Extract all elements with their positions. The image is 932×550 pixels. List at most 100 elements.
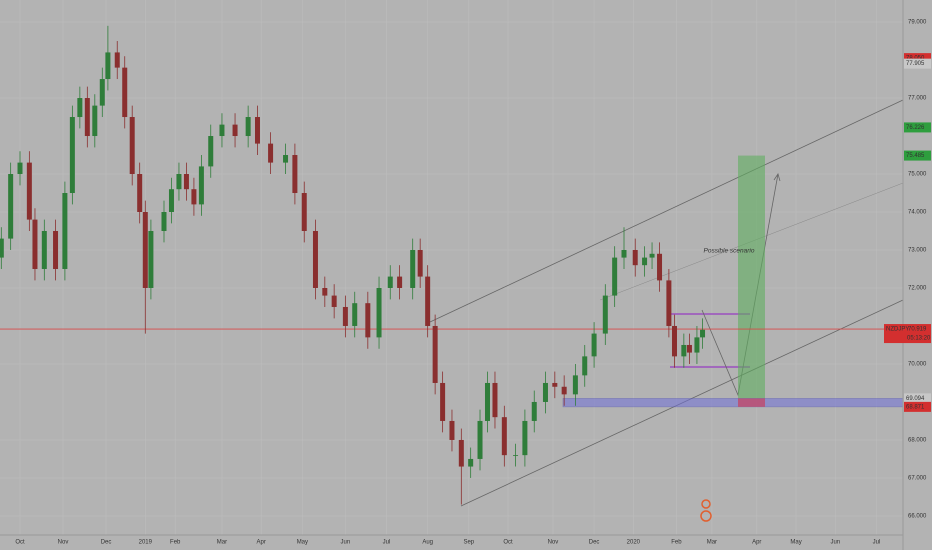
arrow-head [773,173,781,182]
x-tick-label: 2019 [139,540,153,546]
candle-body [168,189,174,212]
y-tick-label: 66.000 [908,514,927,520]
candle-body [183,174,189,190]
candle-body [671,325,677,357]
candle-body [666,280,672,326]
candle-body [417,249,423,277]
y-tick-label: 68.000 [908,438,927,444]
price-label-box [904,401,931,412]
candle-body [531,401,537,421]
candles [0,25,706,505]
candle-body [254,117,260,144]
countdown: 05:13:20 [907,336,931,342]
x-tick-label: Feb [170,540,181,546]
candle-body [449,420,455,440]
candle-body [191,189,197,205]
price-label-box [904,53,931,64]
candle-body [621,249,627,258]
candle-body [342,306,348,326]
x-tick-label: Sep [463,540,474,546]
x-tick-label: Jun [830,540,840,546]
candle-body [8,174,14,239]
logo-part [700,510,712,522]
price-label: 76.226 [906,125,925,131]
x-tick-label: Dec [101,540,112,546]
x-tick-label: Dec [589,540,600,546]
candle-body [352,303,358,326]
x-tick-label: 2020 [627,540,641,546]
y-tick-label: 72.000 [908,286,927,292]
candle-body [198,166,204,205]
logo [700,499,712,522]
x-tick-label: Feb [671,540,682,546]
candle-body [686,344,692,353]
candle-body [642,257,648,266]
candle-body [32,219,38,269]
price-label-box [904,150,931,161]
candle-body [365,303,371,338]
candle-body [137,174,143,212]
candle-body [432,325,438,383]
y-tick-label: 79.000 [908,20,927,26]
candle-body [561,386,567,395]
candle-body [148,230,154,288]
candle-body [114,52,120,68]
x-tick-label: Nov [58,540,69,546]
candle-body [649,253,655,258]
candle-body [53,230,59,269]
y-tick-label: 67.000 [908,476,927,482]
candle-body [292,155,298,194]
x-tick-label: Oct [15,540,25,546]
candle-body [176,174,182,190]
candle-body [440,382,446,421]
price-label: 69.094 [906,396,925,402]
annotation: Possible scenario [704,248,755,255]
candle-body [591,333,597,357]
x-tick-label: Oct [503,540,513,546]
candle-body [208,136,214,167]
candle-body [572,375,578,395]
axis: 79.000 77.000 75.000 74.000 73.000 72.000 70.0… [15,20,931,546]
support-zone [562,398,904,408]
x-tick-label: Aug [422,540,433,546]
candle-body [129,117,135,175]
candle-body [331,295,337,307]
y-tick-label: 73.000 [908,248,927,254]
candle-body [105,52,111,80]
candle-body [92,105,98,137]
candle-body [69,117,75,194]
zones [0,155,904,408]
y-tick-label: 75.000 [908,172,927,178]
candle-body [387,276,393,288]
candle-body [484,382,490,421]
candle-body [268,143,274,163]
candle-body [694,337,700,353]
candle-body [84,98,90,137]
candle-body [77,98,83,118]
x-tick-label: Apr [257,540,266,546]
candle-body [41,230,47,269]
candle-body [232,124,238,137]
x-tick-label: Apr [752,540,761,546]
candle-body [542,382,548,402]
candle-body [477,420,483,459]
candle-body [492,382,498,418]
candle-body [122,67,128,118]
last-price-box [884,324,931,344]
x-tick-label: Jul [873,540,881,546]
candle-body [376,287,382,338]
candle-body [397,276,403,288]
candle-body [322,287,328,296]
candle-body [501,417,507,456]
candle-body [681,344,687,357]
candle-body [245,117,251,137]
candle-body [161,212,167,231]
candle-body [582,356,588,376]
candle-body [700,329,706,338]
candle-body [425,276,431,326]
x-tick-label: Jun [341,540,351,546]
x-tick-label: Mar [217,540,227,546]
candle-body [468,458,474,467]
price-label: 75.485 [906,153,925,159]
